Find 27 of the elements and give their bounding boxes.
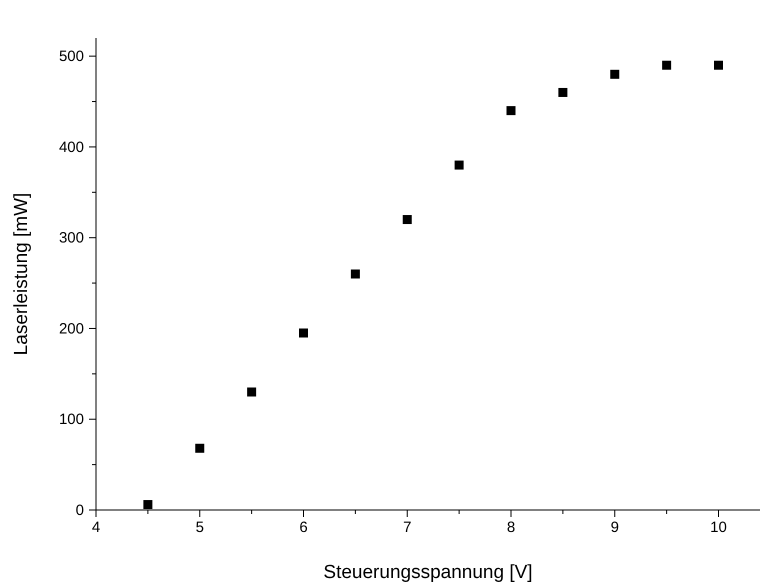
point	[247, 388, 256, 396]
x-tick-label: 4	[92, 519, 100, 536]
point	[143, 500, 152, 510]
point	[662, 60, 672, 70]
x-tick-label: 7	[403, 519, 412, 536]
point	[506, 106, 516, 116]
y-axis-title: Laserleistung [mW]	[11, 192, 32, 356]
point	[402, 215, 412, 224]
x-tick-label: 5	[196, 519, 204, 536]
point	[610, 70, 620, 79]
point	[195, 444, 204, 453]
x-tick-label: 9	[610, 519, 619, 536]
y-tick-label: 300	[58, 230, 84, 247]
point	[558, 88, 568, 97]
y-tick-label: 400	[58, 138, 84, 156]
y-tick-label: 0	[76, 502, 84, 519]
point	[350, 270, 360, 278]
y-tick-label: 200	[58, 320, 84, 338]
point	[299, 328, 308, 338]
y-tick-label: 500	[58, 48, 84, 66]
y-tick-label: 100	[58, 411, 84, 428]
x-tick-label: 10	[710, 519, 727, 536]
x-tick-label: 8	[506, 519, 516, 536]
x-axis-title: Steuerungsspannung [V]	[323, 562, 533, 583]
x-tick-label: 6	[299, 519, 308, 536]
point	[714, 60, 723, 70]
point	[454, 160, 464, 170]
